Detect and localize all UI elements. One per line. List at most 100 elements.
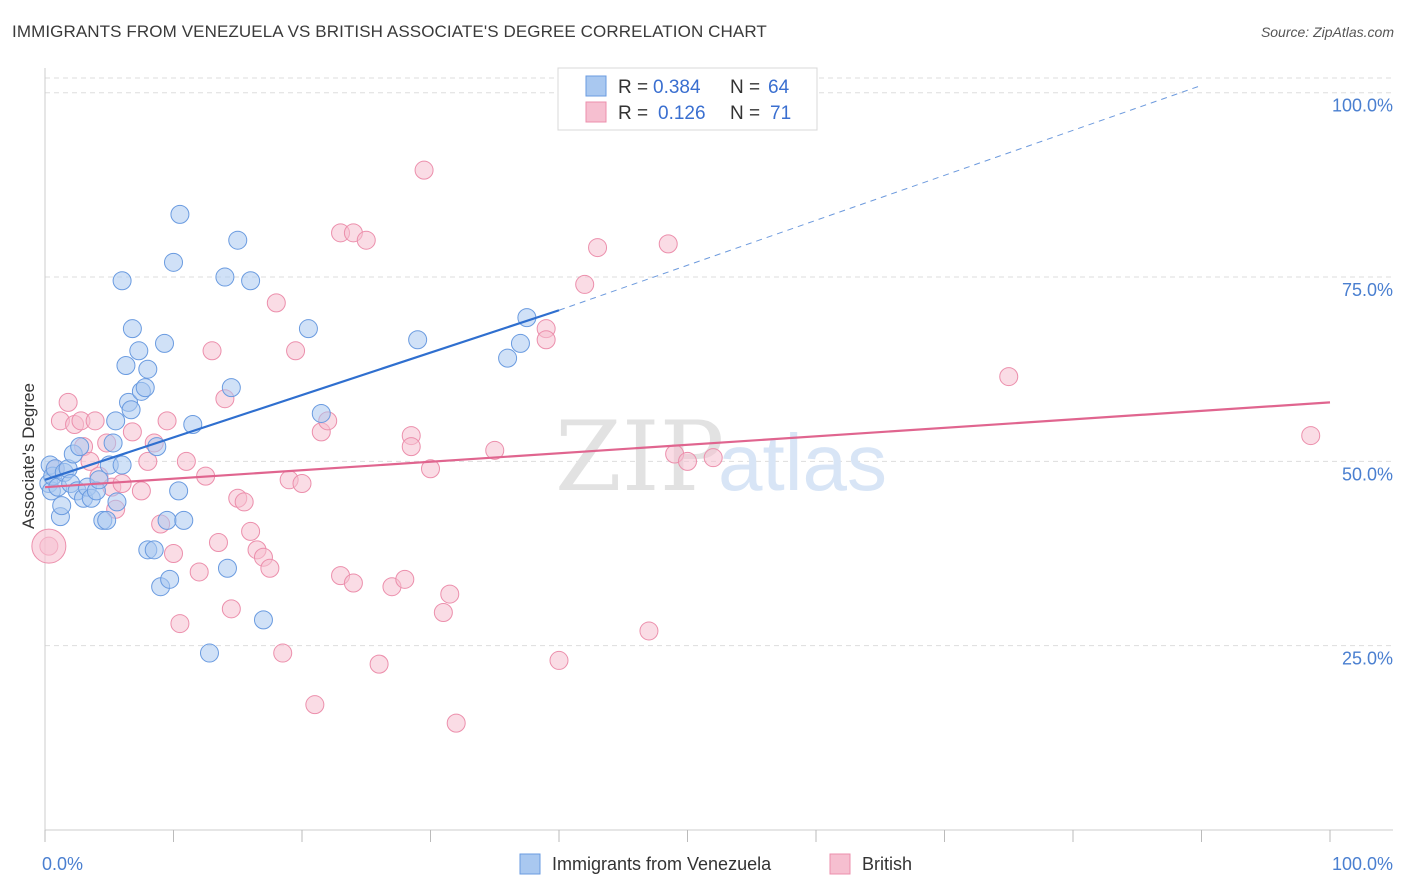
venezuela-point xyxy=(112,455,132,475)
british-point xyxy=(678,451,697,471)
bottom-legend-label-venezuela: Immigrants from Venezuela xyxy=(552,854,772,874)
british-point xyxy=(189,562,209,582)
trend-lines xyxy=(44,84,1331,489)
british-point xyxy=(588,238,608,258)
british-point xyxy=(536,330,556,350)
venezuela-point xyxy=(408,330,428,350)
venezuela-point xyxy=(298,319,318,339)
british-point-large xyxy=(31,528,67,564)
watermark: ZIP atlas xyxy=(555,401,887,513)
british-point xyxy=(356,230,376,250)
venezuela-point xyxy=(103,433,123,453)
x-tick-label-min: 0.0% xyxy=(42,854,83,874)
british-point xyxy=(999,367,1019,387)
y-axis-title: Associate's Degree xyxy=(19,383,38,529)
british-point xyxy=(305,695,325,715)
british-point xyxy=(549,650,569,670)
venezuela-point xyxy=(241,271,261,291)
british-point xyxy=(131,481,151,501)
watermark-zip: ZIP xyxy=(555,401,724,513)
british-point xyxy=(157,411,177,431)
legend-r-value-venezuela: 0.384 xyxy=(653,77,701,98)
legend-r-label-venezuela: R = xyxy=(618,77,648,98)
venezuela-point xyxy=(122,319,142,339)
venezuela-point xyxy=(121,400,141,420)
british-point xyxy=(401,437,421,457)
legend-swatch-venezuela xyxy=(585,75,607,97)
venezuela-point xyxy=(106,411,126,431)
venezuela-point xyxy=(97,510,117,530)
british-point xyxy=(122,422,142,442)
british-point xyxy=(1301,426,1321,446)
venezuela-point xyxy=(107,492,127,512)
venezuela-point xyxy=(311,403,331,423)
venezuela-point xyxy=(135,378,155,398)
british-point xyxy=(343,573,363,593)
venezuela-point xyxy=(510,333,530,353)
venezuela-point xyxy=(70,437,90,457)
british-point xyxy=(292,473,312,493)
venezuela-point xyxy=(199,643,219,663)
venezuela-point xyxy=(155,333,175,353)
source-label: Source: ZipAtlas.com xyxy=(1260,24,1394,40)
x-ticks xyxy=(44,830,1331,842)
british-point xyxy=(170,614,190,634)
venezuela-point xyxy=(157,510,177,530)
legend-swatch-british xyxy=(585,101,607,123)
british-point xyxy=(260,558,280,578)
british-point xyxy=(639,621,659,641)
venezuela-points xyxy=(39,204,537,663)
venezuela-trend-line xyxy=(44,309,560,481)
british-point xyxy=(164,544,183,564)
british-point xyxy=(176,451,196,471)
british-point xyxy=(395,569,415,589)
legend-r-label-british: R = xyxy=(618,103,648,124)
british-trend-line xyxy=(44,401,1331,489)
y-tick-label: 50.0% xyxy=(1342,464,1393,484)
british-point xyxy=(266,293,286,313)
venezuela-point xyxy=(215,267,235,287)
venezuela-point xyxy=(169,481,189,501)
venezuela-trend-extension xyxy=(558,84,1202,311)
british-point xyxy=(485,440,505,460)
venezuela-point xyxy=(217,558,237,578)
british-point xyxy=(202,341,222,361)
axes xyxy=(44,68,1393,831)
legend-n-value-british: 71 xyxy=(770,103,791,124)
british-point xyxy=(369,654,389,674)
legend-n-label-british: N = xyxy=(730,103,760,124)
venezuela-point xyxy=(52,496,72,516)
venezuela-point xyxy=(160,569,180,589)
venezuela-point xyxy=(498,348,518,368)
bottom-legend-swatch-venezuela xyxy=(519,853,541,875)
british-point xyxy=(421,459,440,479)
legend: R = 0.384 N = 64 R = 0.126 N = 71 xyxy=(557,67,818,131)
british-point xyxy=(658,234,678,254)
venezuela-point xyxy=(116,356,136,376)
legend-n-value-venezuela: 64 xyxy=(768,77,790,98)
british-point xyxy=(58,392,78,412)
grid-lines xyxy=(45,77,1393,647)
british-point xyxy=(440,584,460,604)
british-point xyxy=(85,411,105,431)
bottom-legend-swatch-british xyxy=(829,853,851,875)
venezuela-point xyxy=(164,252,183,272)
british-point xyxy=(286,341,306,361)
british-point xyxy=(414,160,434,180)
y-tick-label: 100.0% xyxy=(1332,96,1393,116)
legend-n-label-venezuela: N = xyxy=(730,77,760,98)
y-tick-labels: 25.0% 50.0% 75.0% 100.0% xyxy=(1332,96,1393,669)
british-point xyxy=(241,521,261,541)
venezuela-point xyxy=(129,341,149,361)
venezuela-point xyxy=(174,510,194,530)
x-tick-label-max: 100.0% xyxy=(1332,854,1393,874)
venezuela-point xyxy=(170,204,190,224)
bottom-legend: Immigrants from Venezuela British xyxy=(519,853,912,875)
venezuela-point xyxy=(253,610,273,630)
bottom-legend-label-british: British xyxy=(862,854,912,874)
venezuela-point xyxy=(138,359,158,379)
venezuela-point xyxy=(112,271,132,291)
british-point xyxy=(703,448,723,468)
y-tick-label: 75.0% xyxy=(1342,280,1393,300)
